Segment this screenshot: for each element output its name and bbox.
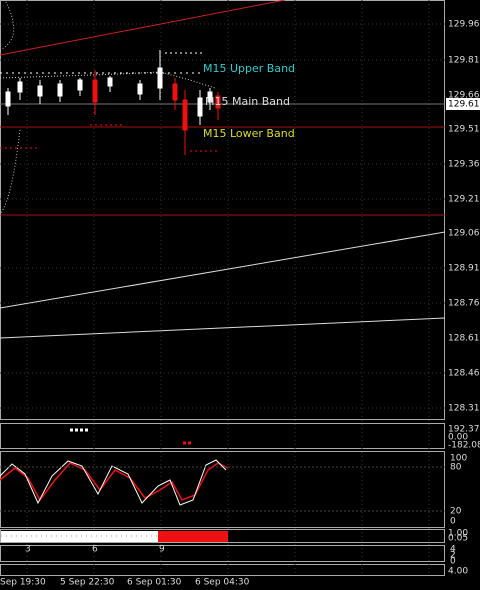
price-label: 128.615	[448, 334, 480, 344]
last-axis-label: 4.00	[448, 567, 468, 577]
price-label: 129.810	[448, 56, 480, 66]
price-label: 128.465	[448, 369, 480, 379]
bar-indicator	[1, 531, 228, 542]
time-label: 6 Sep 04:30	[195, 578, 250, 588]
bar-axis-label: 1.00	[448, 529, 468, 539]
cci-axis-label: -182.08	[448, 441, 480, 451]
time-label: 5 Sep 22:30	[60, 578, 115, 588]
bar-number: 9	[159, 545, 165, 555]
price-label: 129.660	[448, 91, 480, 101]
current-price-box	[446, 98, 480, 110]
bar-number: 3	[25, 545, 31, 555]
price-label: 129.510	[448, 125, 480, 135]
stoch-axis-label: 20	[450, 507, 462, 517]
candles	[5, 50, 213, 125]
bar-number: 6	[92, 545, 98, 555]
panel-frames	[0, 0, 445, 576]
price-lines	[0, 0, 446, 339]
price-axis	[446, 98, 480, 110]
osc-axis-label: 2	[450, 551, 456, 561]
cci-dots	[70, 428, 191, 445]
stochastic	[0, 459, 445, 512]
price-label: 129.060	[448, 229, 480, 239]
osc-axis-label: 0	[450, 557, 456, 567]
price-label: 129.960	[448, 20, 480, 30]
time-label: 6 Sep 01:30	[127, 578, 182, 588]
lower-band-label: M15 Lower Band	[203, 127, 295, 140]
price-label: 128.760	[448, 299, 480, 309]
stoch-axis-label: 100	[450, 454, 467, 464]
price-label: 129.360	[448, 160, 480, 170]
grid	[0, 0, 445, 576]
time-label: Sep 19:30	[0, 578, 46, 588]
main-band-label: M15 Main Band	[205, 95, 290, 108]
price-label: 128.910	[448, 264, 480, 274]
cci-axis-label: 0.00	[448, 433, 468, 443]
price-label: 129.210	[448, 195, 480, 205]
upper-band-label: M15 Upper Band	[203, 62, 295, 75]
osc-axis-label: 4	[450, 545, 456, 555]
bar-axis-label: 0.05	[448, 534, 468, 544]
stoch-axis-label: 80	[450, 463, 462, 473]
price-label: 128.315	[448, 404, 480, 414]
price-label: 129.613	[448, 100, 480, 110]
bear-candles	[92, 70, 221, 155]
cci-axis-label: 192.379	[448, 425, 480, 435]
stoch-axis-label: 0	[450, 517, 456, 527]
signal-dots	[0, 52, 220, 152]
